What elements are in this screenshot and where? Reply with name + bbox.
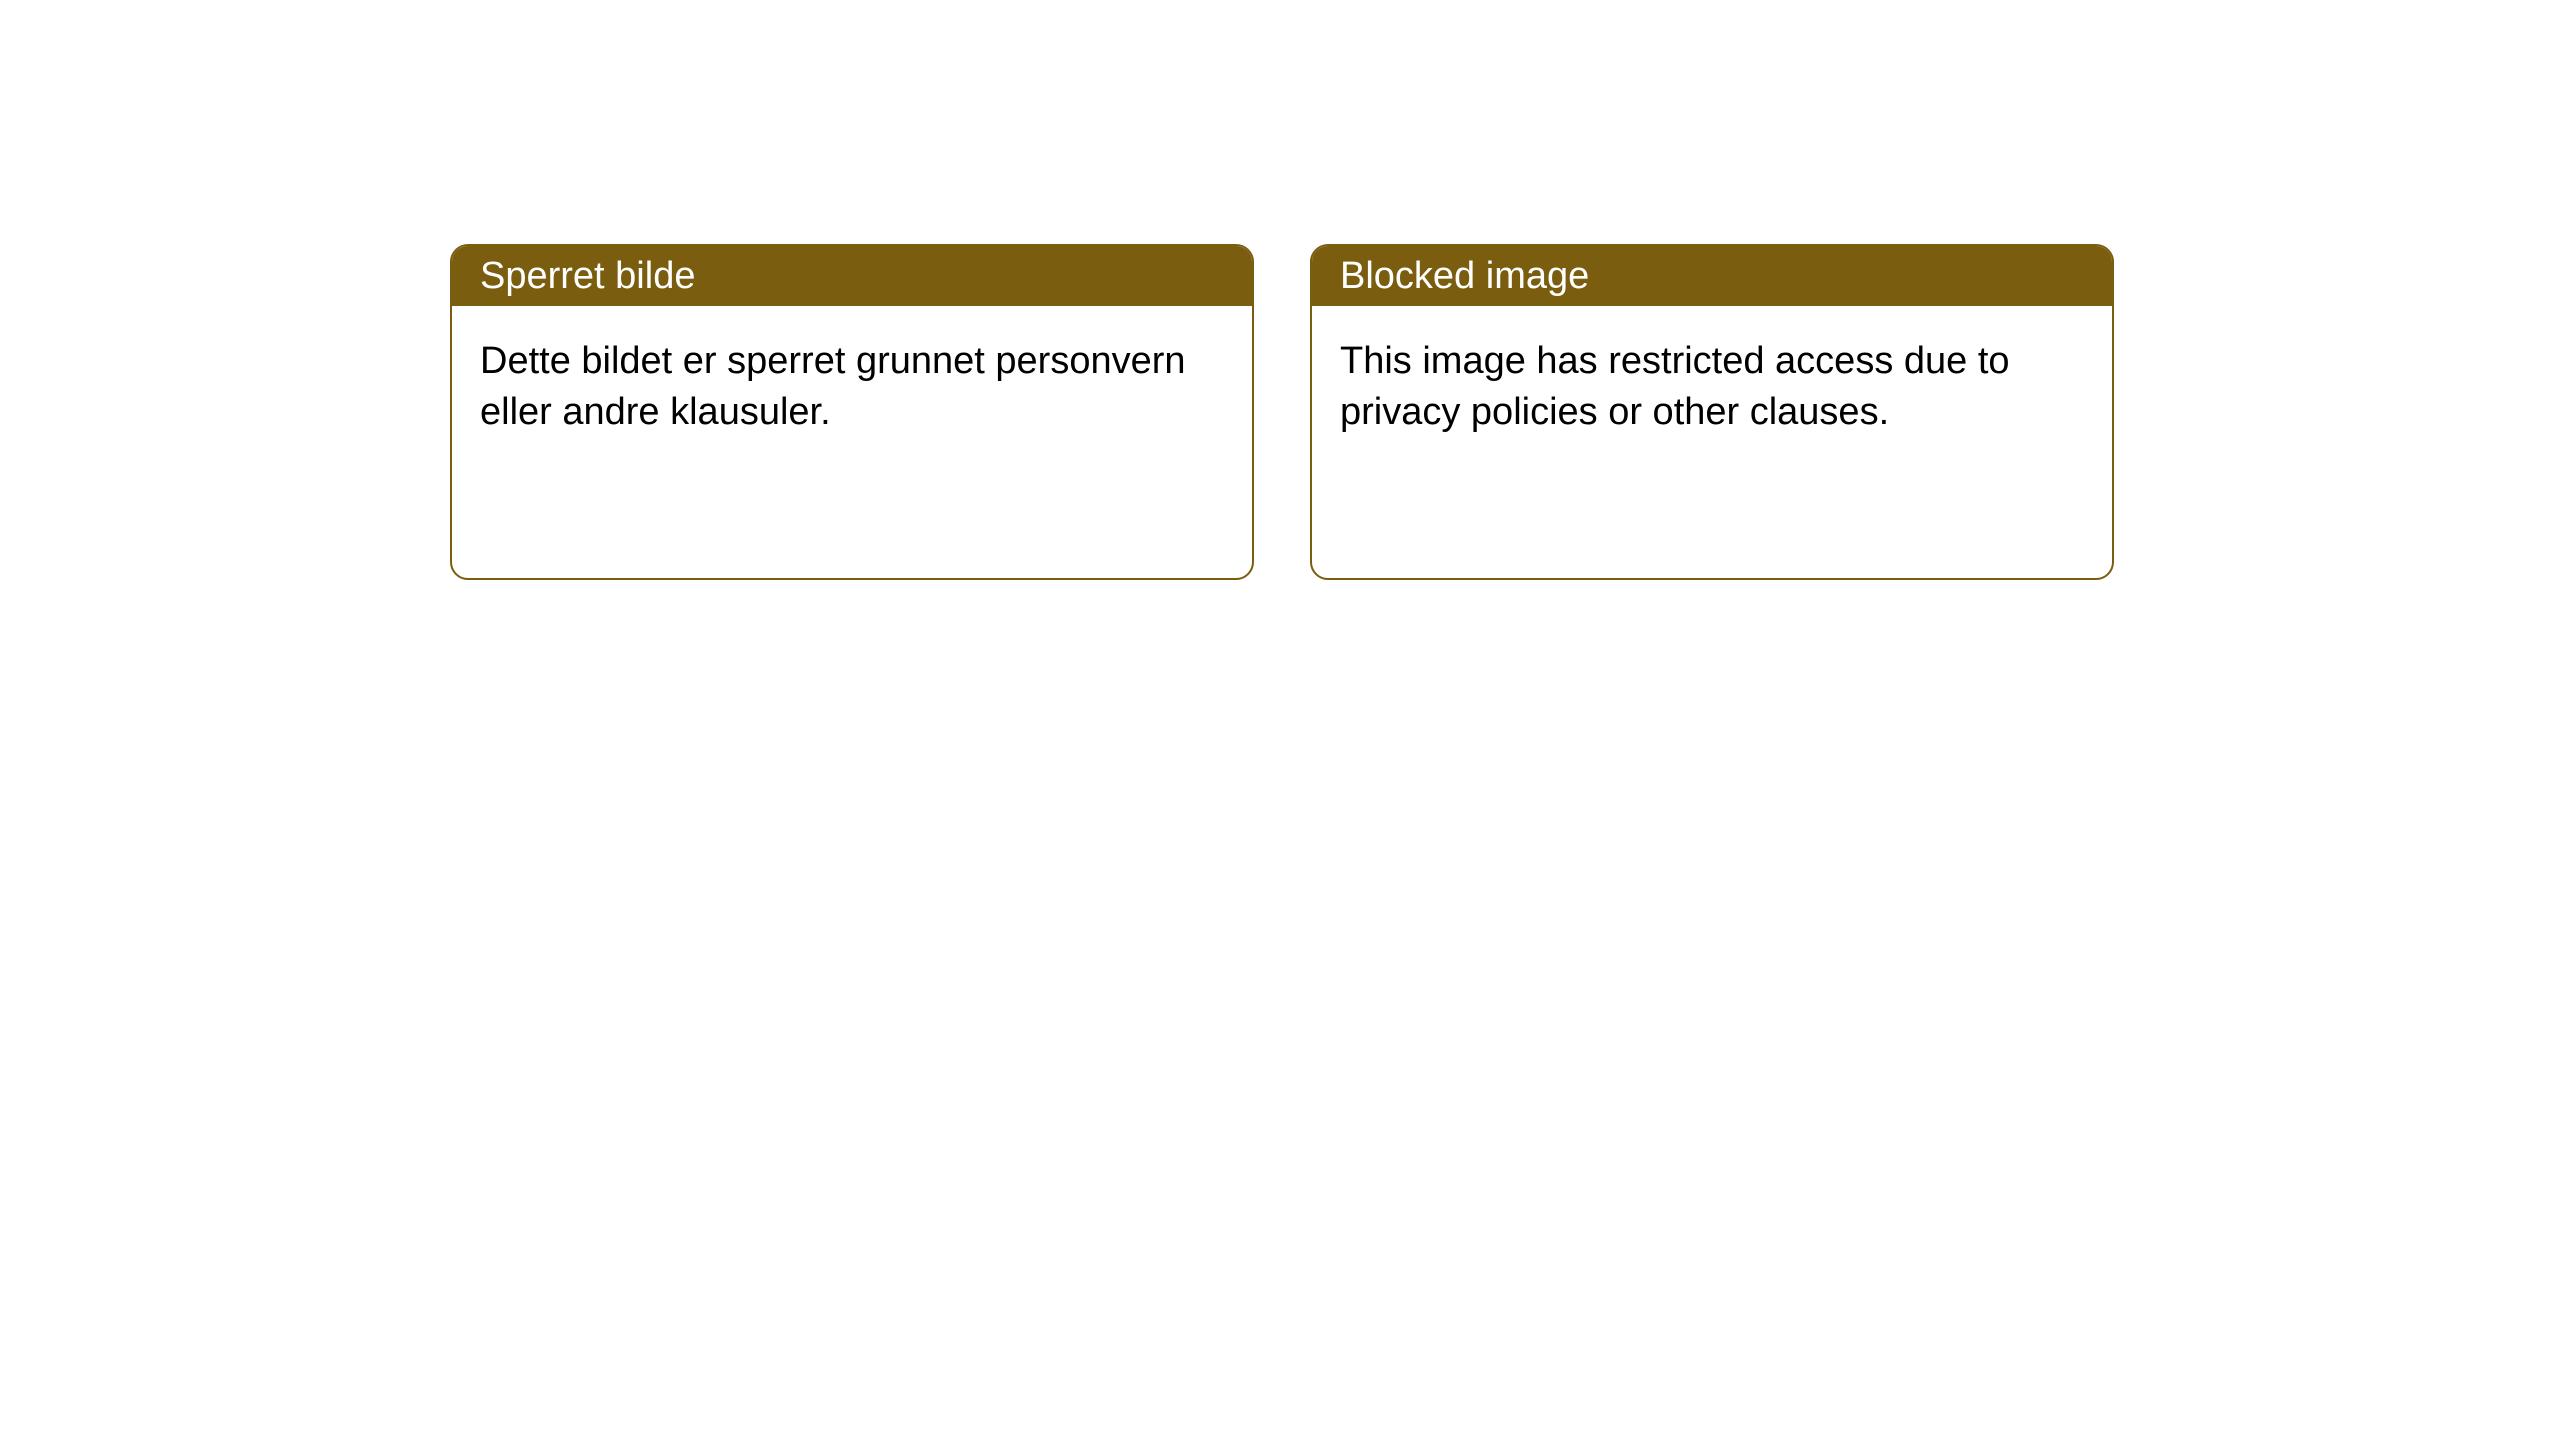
card-header-en: Blocked image [1312,246,2112,306]
card-title-no: Sperret bilde [480,255,695,298]
blocked-image-card-en: Blocked image This image has restricted … [1310,244,2114,580]
notice-container: Sperret bilde Dette bildet er sperret gr… [0,0,2560,580]
card-body-en: This image has restricted access due to … [1312,306,2112,469]
card-body-no: Dette bildet er sperret grunnet personve… [452,306,1252,469]
card-title-en: Blocked image [1340,255,1589,298]
card-message-no: Dette bildet er sperret grunnet personve… [480,340,1186,433]
blocked-image-card-no: Sperret bilde Dette bildet er sperret gr… [450,244,1254,580]
card-header-no: Sperret bilde [452,246,1252,306]
card-message-en: This image has restricted access due to … [1340,340,2010,433]
